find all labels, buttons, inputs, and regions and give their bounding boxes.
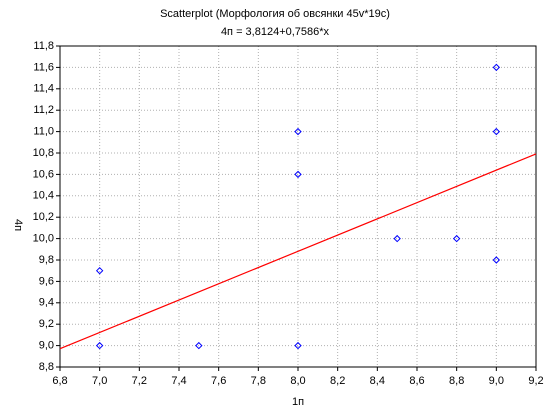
y-tick-label: 11,2: [33, 104, 54, 116]
y-tick-label: 10,2: [33, 211, 54, 223]
x-tick-label: 9,0: [489, 375, 504, 387]
y-tick-label: 10,6: [33, 168, 54, 180]
chart-subtitle: 4п = 3,8124+0,7586*x: [221, 26, 330, 38]
point: [294, 170, 302, 179]
y-tick-label: 10,4: [33, 190, 54, 202]
x-tick-label: 8,2: [330, 375, 345, 387]
regression-line: [59, 153, 537, 350]
x-tick-label: 8,4: [370, 375, 385, 387]
y-tick-label: 10,0: [33, 233, 54, 245]
x-tick-label: 9,2: [528, 375, 543, 387]
x-tick-label: 8,6: [409, 375, 424, 387]
point: [294, 127, 302, 136]
point: [95, 341, 104, 350]
x-tick-label: 7,4: [171, 375, 186, 387]
plot-frame: [59, 45, 537, 368]
x-tick-label: 8,8: [449, 375, 464, 387]
x-tick-label: 7,6: [211, 375, 226, 387]
y-tick-label: 9,6: [39, 275, 54, 287]
y-tick-label: 9,4: [39, 297, 54, 309]
x-tick-label: 6,8: [52, 375, 67, 387]
y-tick-label: 9,2: [39, 318, 54, 330]
point: [95, 266, 104, 275]
x-tick-label: 7,8: [251, 375, 266, 387]
y-tick-label: 11,4: [33, 83, 54, 95]
point: [492, 127, 501, 136]
x-tick-label: 8,0: [290, 375, 305, 387]
y-tick-label: 11,8: [33, 40, 54, 52]
chart-title: Scatterplot (Морфология об овсянки 45v*1…: [160, 8, 390, 20]
x-tick-label: 7,2: [132, 375, 147, 387]
x-axis-label: 1п: [292, 396, 304, 408]
y-axis-label: 4п: [12, 219, 24, 231]
point: [294, 341, 302, 350]
point: [195, 341, 203, 350]
y-tick-label: 8,8: [39, 361, 54, 373]
point: [452, 234, 461, 243]
point: [492, 256, 501, 264]
y-tick-label: 11,6: [33, 61, 54, 73]
y-tick-label: 9,8: [39, 254, 54, 266]
point: [393, 234, 401, 243]
y-tick-label: 9,0: [39, 340, 54, 352]
x-tick-label: 7,0: [92, 375, 107, 387]
y-tick-label: 11,0: [33, 126, 54, 138]
y-tick-label: 10,8: [33, 147, 54, 159]
point: [492, 63, 501, 72]
